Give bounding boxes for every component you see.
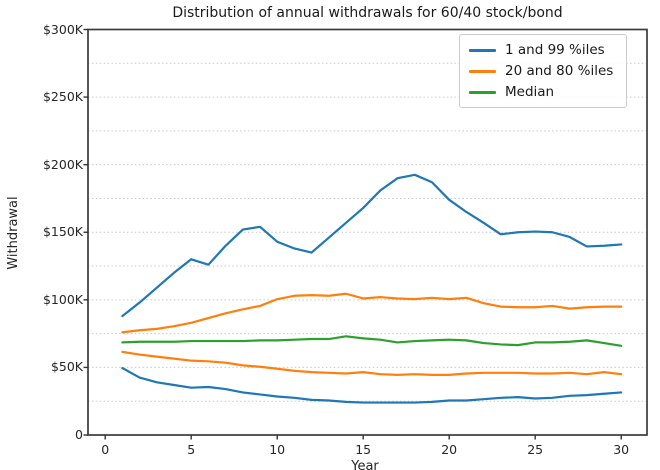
legend-label: 1 and 99 %iles [505, 42, 605, 58]
x-tick-label: 10 [269, 442, 286, 457]
y-tick-label: $200K [42, 156, 83, 172]
y-tick-label: $100K [42, 291, 83, 307]
chart-title: Distribution of annual withdrawals for 6… [172, 5, 563, 21]
legend-entry: 1 and 99 %iles [469, 42, 613, 58]
y-tick-label: 0 [75, 427, 83, 442]
x-tick-label: 0 [101, 442, 110, 457]
legend-entry: 20 and 80 %iles [469, 63, 613, 79]
y-tick-label: $250K [42, 89, 83, 105]
series-line-p20 [121, 350, 623, 376]
legend-line-swatch [469, 48, 496, 52]
series-line-p80 [121, 292, 623, 334]
series-line-p1 [121, 366, 623, 404]
legend-label: 20 and 80 %iles [505, 63, 614, 79]
legend-line-swatch [469, 69, 496, 73]
x-axis-label: Year [351, 459, 379, 470]
x-tick-label: 15 [355, 442, 372, 457]
x-tick-label: 5 [187, 442, 196, 457]
legend: 1 and 99 %iles 20 and 80 %iles Median [459, 34, 628, 108]
x-tick-label: 30 [613, 442, 630, 457]
x-tick-label: 25 [527, 442, 544, 457]
series-line-p99 [121, 173, 623, 318]
series-line-median [121, 335, 623, 347]
y-tick-label: $300K [42, 21, 83, 37]
legend-label: Median [505, 84, 555, 100]
legend-line-swatch [469, 90, 496, 94]
y-tick-label: $150K [42, 224, 83, 240]
y-tick-label: $50K [50, 359, 83, 375]
x-tick-label: 20 [441, 442, 458, 457]
legend-entry: Median [469, 84, 613, 100]
